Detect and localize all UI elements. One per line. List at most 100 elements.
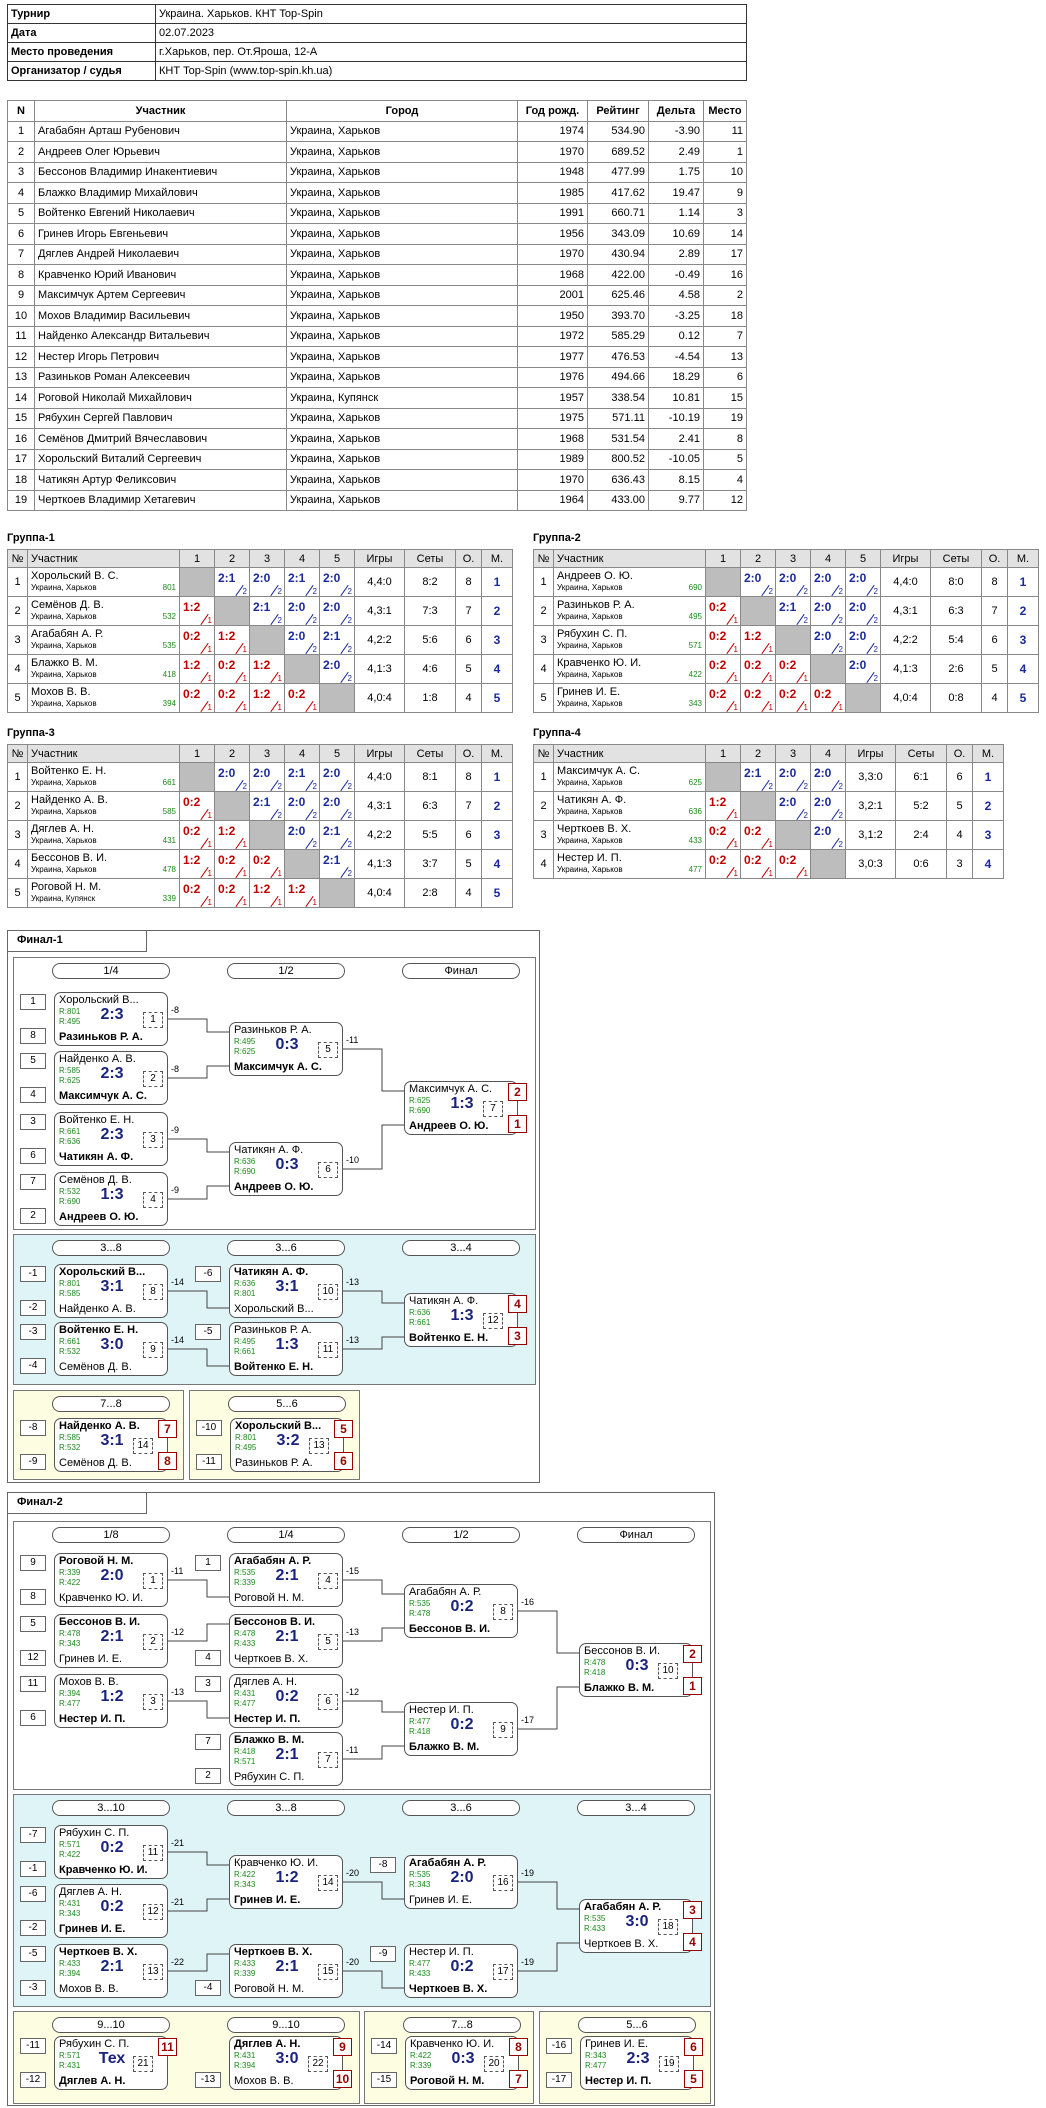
result-cell: 0:2 1	[705, 625, 741, 655]
player-name: Семёнов Д. В.	[59, 1457, 132, 1469]
final-place: 1	[683, 1677, 702, 1695]
result-points: 2	[838, 616, 843, 625]
result-cell	[249, 820, 285, 850]
participant-cell: 571.11	[587, 407, 649, 429]
seed: -16	[546, 2038, 572, 2054]
match-number: 17	[493, 1964, 513, 1980]
result-points: 1	[803, 869, 808, 878]
player-cell: Войтенко Е. Н. Украина, Харьков 661	[27, 762, 180, 792]
loser-destination: -10	[346, 1155, 360, 1165]
match-score: 2:3	[100, 1065, 124, 1082]
result-points: 1	[733, 840, 738, 849]
participant-cell: -3.25	[648, 305, 704, 327]
result-cell: 2:0 2	[775, 762, 811, 792]
place: 2	[972, 791, 1004, 821]
participant-cell: 13	[7, 366, 35, 388]
participants-table: N Участник Город Год рожд. Рейтинг Дельта Мест…	[7, 100, 747, 511]
player-name: Роговой Н. М.	[31, 881, 102, 893]
player-cell: Бессонов В. И. Украина, Харьков 478	[27, 849, 180, 879]
points: 3	[946, 849, 973, 879]
participant-row: 16 Семёнов Дмитрий Вячеславович Украина, Х…	[7, 428, 747, 450]
result-points: 1	[207, 840, 212, 849]
match-box: Мохов В. В. R:394 Нестер И. П. R:477 1:2 3	[54, 1674, 168, 1728]
result-score: 0:2	[709, 687, 727, 701]
player-rating: R:477	[234, 1699, 256, 1708]
column-header: N	[7, 100, 35, 122]
result-cell: 1:2 1	[705, 791, 741, 821]
seed: 7	[20, 1174, 46, 1190]
participant-cell: Чатикян Артур Феликсович	[34, 469, 287, 491]
games: 4,3:1	[354, 791, 405, 821]
match-number: 14	[318, 1875, 338, 1891]
result-cell: 2:1 2	[284, 567, 320, 597]
participant-cell: Украина, Харьков	[286, 264, 518, 286]
info-value: Украина. Харьков. КНТ Top-Spin	[155, 4, 747, 24]
group-column-header: Игры	[354, 744, 405, 763]
player-rating: 636	[688, 807, 702, 816]
group-column-header: №	[7, 549, 28, 568]
participant-cell: 433.00	[587, 489, 649, 511]
participant-cell: 1970	[517, 469, 588, 491]
player-rating: 477	[688, 865, 702, 874]
player-city: Украина, Харьков	[31, 670, 97, 679]
place: 3	[481, 625, 513, 655]
player-rating: 343	[688, 699, 702, 708]
player-number: 4	[533, 654, 554, 684]
player-rating: R:495	[59, 1017, 81, 1026]
player-rating: R:532	[59, 1187, 81, 1196]
participant-row: 4 Блажко Владимир Михайлович Украина, Харь…	[7, 182, 747, 204]
round-label: 9...10	[52, 2017, 170, 2033]
participant-cell: Украина, Харьков	[286, 407, 518, 429]
loser-destination: -20	[346, 1868, 360, 1878]
participant-cell: 16	[703, 264, 747, 286]
result-cell: 2:1 2	[284, 762, 320, 792]
match-score: 2:1	[275, 1628, 299, 1645]
player-rating: R:661	[234, 1347, 256, 1356]
player-rating: R:477	[585, 2061, 607, 2070]
player-name: Нестер И. П.	[409, 1946, 474, 1958]
group-row: 5 Мохов В. В. Украина, Харьков 394 0:2 1 0:2 1 1…	[7, 683, 513, 713]
player-city: Украина, Харьков	[557, 836, 623, 845]
player-name: Нестер И. П.	[59, 1713, 126, 1725]
group-row: 5 Роговой Н. М. Украина, Купянск 339 0:2 1 0:2…	[7, 878, 513, 908]
player-rating: R:477	[59, 1699, 81, 1708]
participant-cell: 1968	[517, 264, 588, 286]
group-row: 1 Максимчук А. С. Украина, Харьков 625 2:1 2 2…	[533, 762, 1004, 792]
result-score: 0:2	[218, 687, 236, 701]
games: 4,3:1	[354, 596, 405, 626]
participant-cell: 343.09	[587, 223, 649, 245]
result-cell: 2:0 2	[284, 820, 320, 850]
result-points: 2	[873, 616, 878, 625]
player-name: Бессонов В. И.	[409, 1623, 491, 1635]
match-score: 1:3	[450, 1307, 474, 1324]
result-cell: 2:1 2	[740, 762, 776, 792]
player-name: Кравченко Ю. И.	[234, 1857, 319, 1869]
player-name: Кравченко Ю. И.	[557, 657, 642, 669]
final-place: 2	[508, 1083, 527, 1101]
group-column-header: 3	[775, 549, 811, 568]
player-city: Украина, Харьков	[31, 699, 97, 708]
seed: -3	[20, 1980, 46, 1996]
player-name: Роговой Н. М.	[234, 1983, 305, 1995]
final-title: Финал-2	[17, 1496, 63, 1508]
player-name: Максимчук А. С.	[557, 765, 641, 777]
result-points: 1	[768, 645, 773, 654]
player-sub: Украина, Харьков 801	[31, 582, 176, 594]
result-cell: 2:1 2	[775, 596, 811, 626]
group-row: 1 Хорольский В. С. Украина, Харьков 801 2:1 2…	[7, 567, 513, 597]
seed: -9	[370, 1946, 396, 1962]
loser-destination: -13	[346, 1335, 360, 1345]
result-score: 0:2	[779, 687, 797, 701]
match-box: Чатикян А. Ф. R:636 Войтенко Е. Н. R:661 1:3…	[404, 1293, 518, 1347]
participant-cell: Украина, Харьков	[286, 120, 518, 142]
player-city: Украина, Харьков	[557, 699, 623, 708]
group-title: Группа-2	[533, 532, 581, 544]
seed: 7	[195, 1734, 221, 1750]
result-score: 0:2	[744, 824, 762, 838]
result-cell	[284, 849, 320, 879]
result-cell: 0:2 1	[740, 820, 776, 850]
player-sub: Украина, Харьков 625	[557, 777, 702, 789]
player-name: Гринев И. Е.	[409, 1894, 473, 1906]
result-cell: 2:0 2	[740, 567, 776, 597]
points: 7	[981, 596, 1008, 626]
